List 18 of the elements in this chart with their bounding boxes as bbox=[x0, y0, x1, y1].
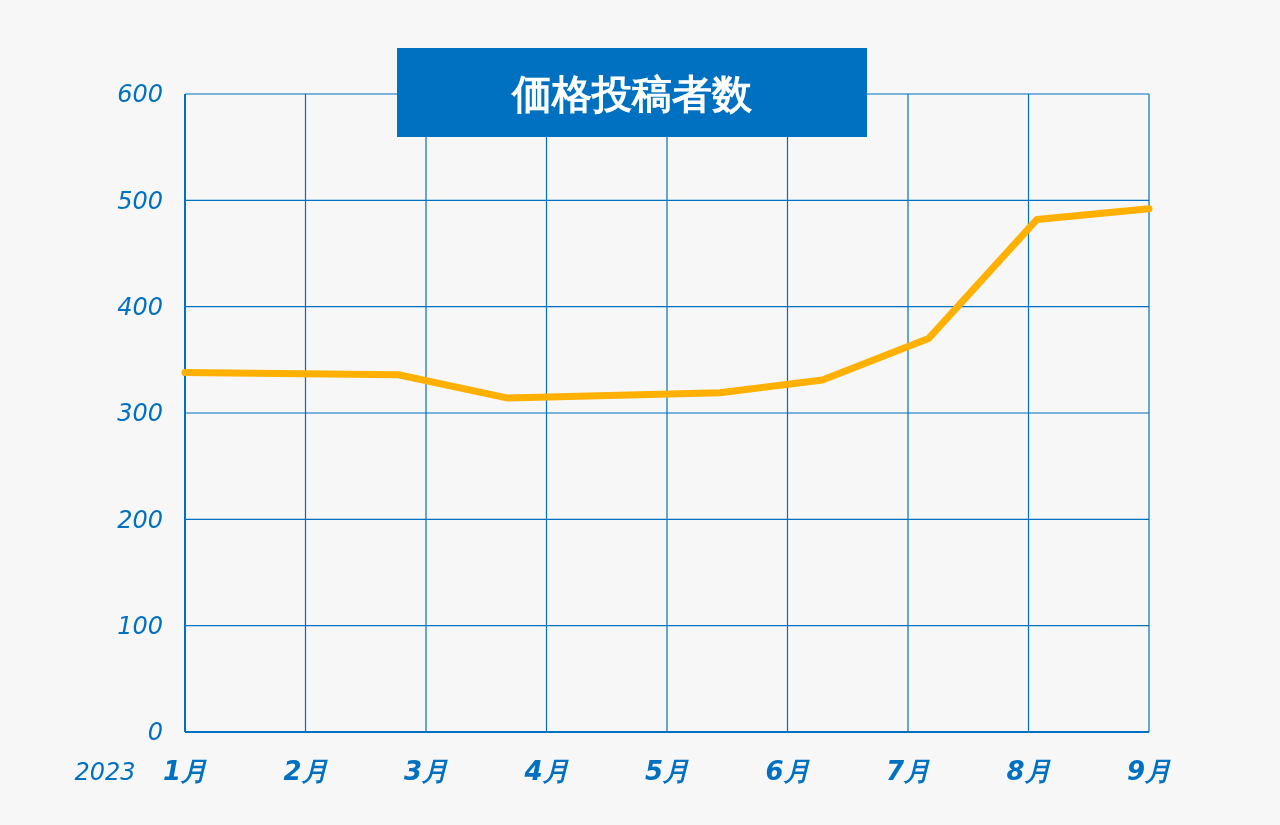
y-tick-label: 0 bbox=[147, 718, 163, 747]
x-tick-label: 6月 bbox=[765, 756, 810, 786]
x-tick-label: 5月 bbox=[644, 756, 690, 786]
chart-title: 価格投稿者数 bbox=[510, 71, 753, 117]
y-tick-label: 600 bbox=[117, 80, 163, 109]
x-tick-label: 2月 bbox=[283, 756, 328, 786]
y-tick-label: 200 bbox=[117, 505, 163, 534]
x-tick-label: 8月 bbox=[1006, 756, 1051, 786]
x-tick-label: 7月 bbox=[885, 756, 931, 786]
x-tick-label: 4月 bbox=[523, 756, 569, 786]
y-tick-label: 300 bbox=[117, 399, 163, 428]
y-tick-label: 100 bbox=[117, 612, 163, 641]
x-tick-label: 9月 bbox=[1126, 756, 1172, 786]
x-tick-label: 1月 bbox=[162, 756, 208, 786]
x-tick-label: 3月 bbox=[403, 756, 449, 786]
y-tick-label: 500 bbox=[117, 186, 163, 215]
y-tick-label: 400 bbox=[117, 293, 163, 322]
text: 2023 bbox=[74, 758, 136, 786]
